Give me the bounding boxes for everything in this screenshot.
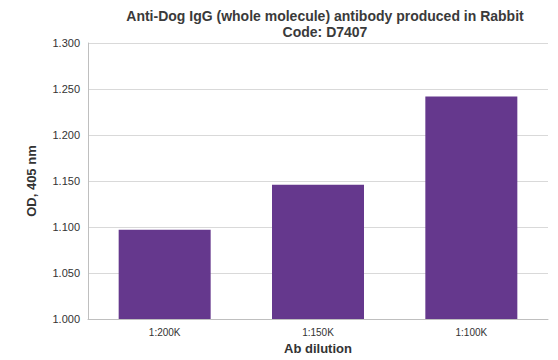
svg-text:Code: D7407: Code: D7407: [283, 24, 368, 40]
svg-text:1.300: 1.300: [52, 37, 80, 49]
svg-text:Anti-Dog IgG (whole molecule): Anti-Dog IgG (whole molecule) antibody p…: [126, 8, 524, 24]
svg-text:1:100K: 1:100K: [455, 327, 487, 338]
svg-text:1:150K: 1:150K: [302, 327, 334, 338]
svg-text:1.250: 1.250: [52, 83, 80, 95]
svg-text:1:200K: 1:200K: [149, 327, 181, 338]
svg-text:OD, 405 nm: OD, 405 nm: [24, 145, 39, 217]
svg-text:1.000: 1.000: [52, 313, 80, 325]
svg-text:1.100: 1.100: [52, 221, 80, 233]
svg-text:1.200: 1.200: [52, 129, 80, 141]
svg-text:1.050: 1.050: [52, 267, 80, 279]
svg-text:1.150: 1.150: [52, 175, 80, 187]
svg-text:Ab dilution: Ab dilution: [284, 341, 352, 356]
